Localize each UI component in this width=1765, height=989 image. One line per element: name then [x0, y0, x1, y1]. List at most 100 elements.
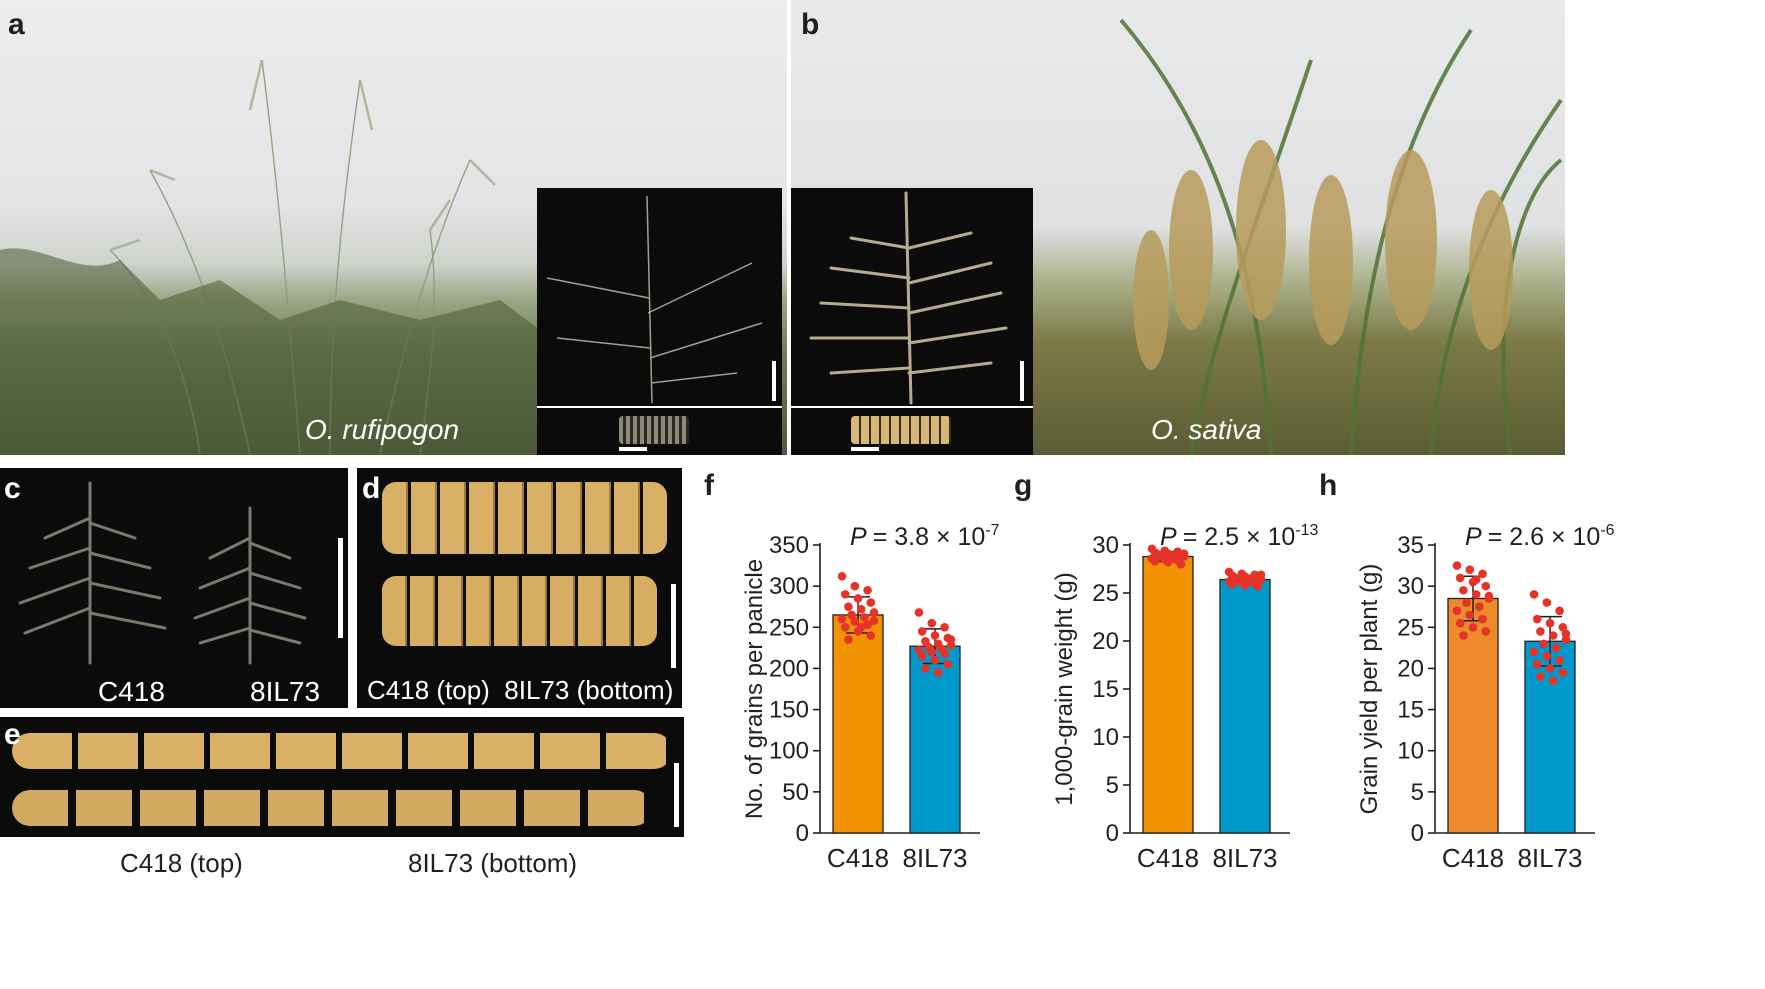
bar: [832, 614, 884, 834]
data-point: [837, 614, 847, 624]
data-point: [933, 668, 943, 677]
y-tick-label: 0: [1106, 820, 1119, 847]
data-point: [1462, 598, 1471, 607]
y-tick-label: 5: [1411, 779, 1424, 806]
grain-row-rufipogon: [619, 416, 689, 444]
scale-bar: [851, 447, 879, 451]
data-point: [930, 631, 940, 640]
data-point: [1465, 565, 1475, 574]
grain-row-8il73-lateral: [12, 790, 652, 826]
data-point: [1539, 639, 1548, 649]
data-point: [1558, 668, 1568, 677]
data-point: [1459, 585, 1468, 595]
scale-bar: [674, 763, 679, 827]
data-point: [1529, 590, 1539, 599]
data-point: [1536, 672, 1545, 681]
category-label: C418: [1137, 843, 1199, 873]
data-point: [1452, 561, 1462, 570]
y-tick-label: 30: [1397, 573, 1424, 600]
data-point: [927, 647, 937, 657]
y-axis-label: Grain yield per plant (g): [1356, 564, 1383, 815]
category-label: 8IL73: [1517, 843, 1582, 873]
data-point: [847, 610, 856, 620]
data-point: [840, 590, 850, 599]
inset-rufipogon-panicle: [537, 188, 782, 455]
data-point: [1243, 577, 1253, 586]
data-point: [1176, 559, 1186, 569]
data-point: [940, 622, 949, 632]
data-point: [837, 571, 847, 581]
data-point: [1545, 664, 1555, 673]
panel-letter-c: c: [4, 472, 21, 505]
data-point: [856, 604, 866, 614]
y-tick-label: 15: [1092, 676, 1119, 703]
data-point: [1484, 591, 1494, 601]
data-point: [850, 617, 860, 626]
data-point: [921, 664, 930, 673]
y-tick-label: 20: [1092, 628, 1119, 655]
data-point: [914, 608, 924, 617]
y-tick-label: 10: [1092, 724, 1119, 751]
scale-bar: [671, 584, 676, 668]
p-value: P = 2.5 × 10-13: [1160, 522, 1319, 551]
caption-e-left: C418 (top): [120, 848, 243, 878]
data-point: [1231, 573, 1240, 582]
data-point: [850, 581, 860, 591]
y-tick-label: 35: [1397, 532, 1424, 559]
y-tick-label: 200: [769, 655, 809, 682]
data-point: [1455, 573, 1465, 583]
data-point: [1455, 618, 1465, 628]
data-point: [1561, 629, 1571, 639]
chart-h: h 0 5 10 15 20 25 30 35 Grain yield per plant (g…: [1319, 469, 1615, 873]
y-tick-label: 20: [1397, 655, 1424, 682]
grain-row-sativa: [851, 416, 951, 444]
panel-d-grains: C418 (top) 8IL73 (bottom): [357, 468, 682, 708]
cultivated-rice-illustration: [1119, 18, 1563, 455]
data-point: [943, 660, 953, 669]
y-tick-label: 300: [769, 573, 809, 600]
data-point: [1256, 570, 1266, 580]
data-point: [840, 622, 850, 632]
bar: [1142, 555, 1194, 834]
scale-bar: [338, 538, 343, 638]
data-point: [1529, 647, 1539, 657]
data-point: [1548, 676, 1558, 686]
panel-letter-b: b: [801, 8, 820, 41]
species-label-sativa: O. sativa: [1151, 414, 1262, 445]
label-c418: C418: [98, 676, 165, 707]
panel-letter-h: h: [1319, 469, 1337, 502]
data-point: [1558, 622, 1568, 632]
data-point: [1465, 610, 1475, 620]
data-point: [866, 598, 876, 607]
data-point: [1481, 581, 1491, 591]
panel-letter-e: e: [4, 718, 21, 751]
data-point: [866, 631, 876, 640]
panicle-illustration-b: [791, 191, 1033, 408]
inset-sativa-panicle: [791, 188, 1033, 455]
grain-row-8il73: [382, 576, 657, 646]
data-point: [1532, 614, 1542, 624]
wild-rice-grass-illustration: [0, 59, 540, 455]
data-point: [1542, 651, 1552, 661]
panel-e-grains: [0, 717, 684, 837]
grain-row-c418-lateral: [12, 733, 672, 769]
y-tick-label: 100: [769, 738, 809, 765]
data-point: [1471, 575, 1481, 584]
data-point: [1154, 551, 1163, 560]
y-tick-label: 15: [1397, 697, 1424, 724]
data-point: [940, 649, 949, 658]
data-point: [1468, 622, 1478, 632]
data-point: [1166, 554, 1176, 563]
label-d: C418 (top) 8IL73 (bottom): [367, 675, 674, 705]
panel-letter-f: f: [704, 469, 715, 502]
panel-letter-g: g: [1014, 469, 1032, 502]
panel-c-panicles: C418 8IL73: [0, 468, 348, 708]
scale-bar: [619, 447, 647, 451]
y-tick-label: 150: [769, 697, 809, 724]
category-label: C418: [1442, 843, 1504, 873]
data-point: [1532, 660, 1542, 669]
panicle-illustration-a: [537, 195, 782, 408]
data-point: [844, 602, 853, 612]
y-tick-label: 10: [1397, 738, 1424, 765]
y-axis-label: 1,000-grain weight (g): [1051, 572, 1078, 805]
